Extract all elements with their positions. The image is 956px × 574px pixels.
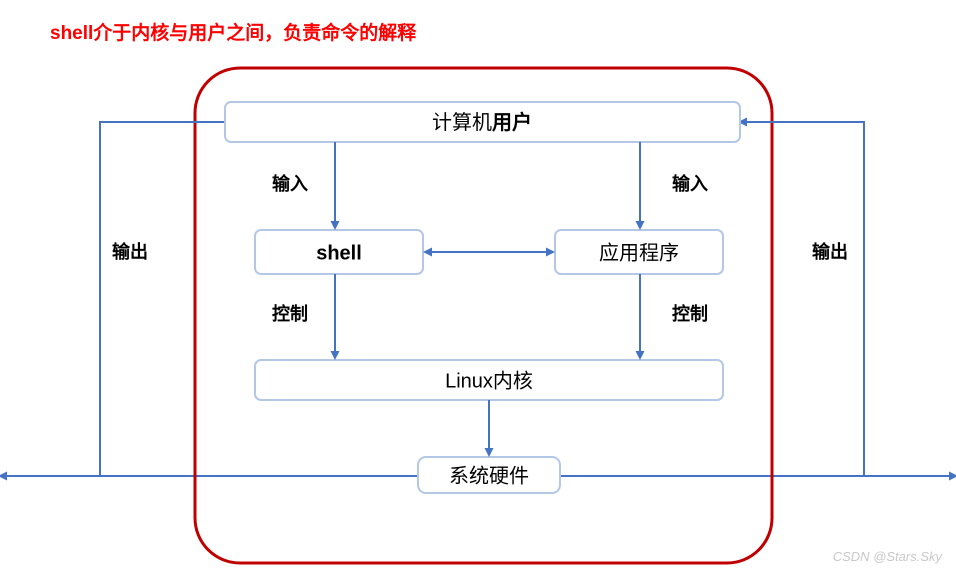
label-shell: shell	[316, 242, 362, 264]
edgelabel-input-left: 输入	[272, 173, 308, 194]
edgelabel-output-left: 输出	[112, 241, 148, 262]
edgelabel-output-right: 输出	[812, 241, 848, 262]
watermark: CSDN @Stars.Sky	[833, 549, 942, 564]
diagram-canvas: 计算机用户 shell 应用程序 Linux内核 系统硬件 输入 输入 控制 控…	[0, 0, 956, 574]
label-user: 计算机用户	[432, 110, 532, 134]
label-user-plain: 计算机	[432, 111, 492, 134]
edgelabel-control-left: 控制	[272, 303, 308, 324]
label-kernel: Linux内核	[445, 369, 533, 392]
edgelabel-control-right: 控制	[672, 303, 708, 324]
label-user-bold: 用户	[492, 110, 532, 134]
label-app: 应用程序	[599, 241, 679, 264]
output-path-left	[100, 122, 225, 476]
output-path-right	[740, 122, 864, 476]
edgelabel-input-right: 输入	[672, 173, 708, 194]
label-hw: 系统硬件	[449, 464, 529, 487]
